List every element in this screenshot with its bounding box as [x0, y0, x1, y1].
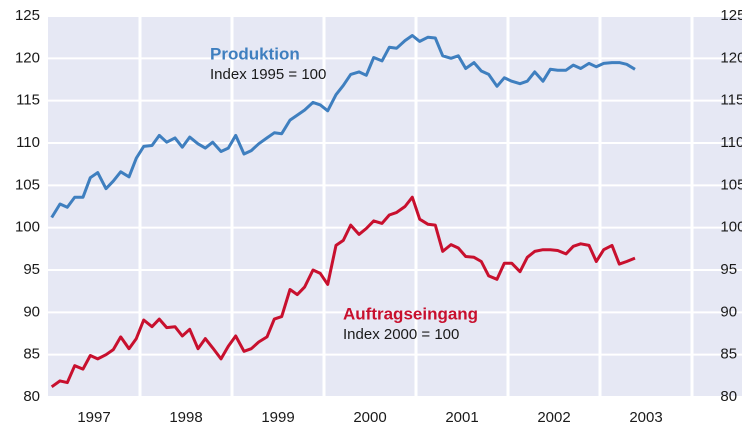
y-tick-label: 120 — [15, 49, 40, 66]
y2-tick-label: 115 — [720, 92, 742, 109]
y-tick-label: 110 — [16, 134, 40, 151]
y-tick-label: 95 — [23, 261, 40, 278]
plot-background — [48, 16, 742, 397]
x-tick-label: 1997 — [77, 409, 110, 426]
y-tick-label: 125 — [15, 7, 40, 24]
series-line — [50, 195, 636, 389]
x-tick-label: 2000 — [353, 409, 386, 426]
y2-tick-label: 100 — [720, 219, 742, 236]
y-tick-label: 85 — [23, 346, 40, 363]
x-tick-label: 2003 — [629, 409, 662, 426]
x-tick-label: 1999 — [261, 409, 294, 426]
x-tick-label: 2002 — [537, 409, 570, 426]
y2-tick-label: 80 — [720, 388, 737, 405]
x-tick-label: 1998 — [169, 409, 202, 426]
y2-tick-label: 120 — [720, 49, 742, 66]
y-tick-label: 80 — [23, 388, 40, 405]
y2-tick-label: 95 — [720, 261, 737, 278]
y-tick-label: 105 — [15, 176, 40, 193]
y-tick-label: 90 — [23, 303, 40, 320]
y2-tick-label: 105 — [720, 176, 742, 193]
y2-tick-label: 125 — [720, 7, 742, 24]
y2-tick-label: 85 — [720, 346, 737, 363]
y2-tick-label: 110 — [720, 134, 742, 151]
legend-label: Produktion — [210, 44, 300, 63]
annotation-text: Index 2000 = 100 — [343, 326, 459, 343]
y-tick-label: 115 — [16, 92, 40, 109]
y-tick-label: 100 — [15, 219, 40, 236]
legend-label: Auftragseingang — [343, 304, 478, 323]
x-tick-label: 2001 — [445, 409, 478, 426]
y2-tick-label: 90 — [720, 303, 737, 320]
annotation-text: Index 1995 = 100 — [210, 66, 326, 83]
series-line — [50, 34, 636, 219]
